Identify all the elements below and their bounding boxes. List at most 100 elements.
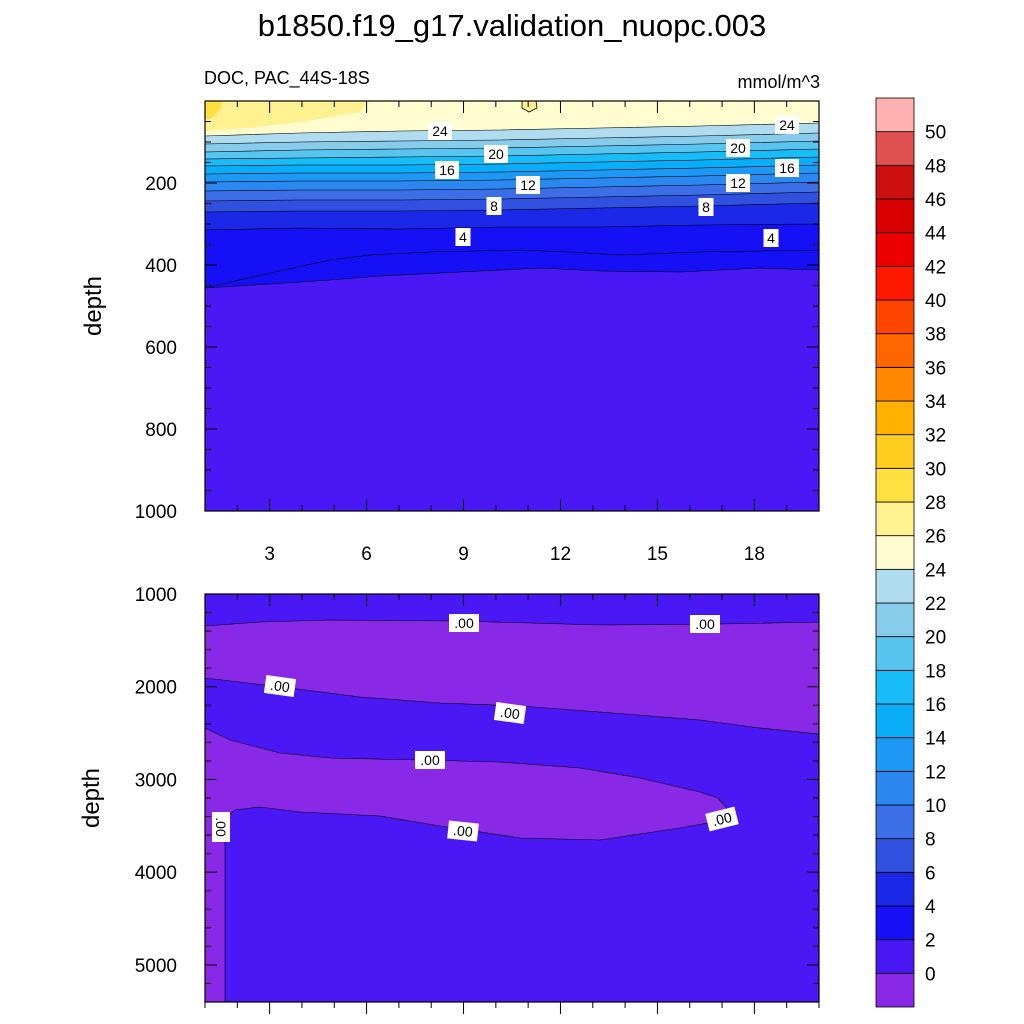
colorbar-label: 30 [925,459,946,480]
upper-core-28 [205,101,370,131]
upper-y-axis-label: depth [80,276,107,336]
colorbar-label: 26 [925,527,946,548]
upper-isoline [204,132,820,145]
lower-y-ticks: 1000 2000 3000 4000 5000 [135,585,819,1003]
contour-label: 16 [439,162,455,178]
contour-label: .00 [213,817,229,837]
x-tick-label: 12 [550,544,571,565]
colorbar-box [875,164,915,200]
colorbar-box [875,299,915,335]
contour-label: .00 [454,615,474,631]
contour-label-group: .00 [415,751,445,769]
lower-band-b [204,727,736,1003]
contour-label-box [455,228,471,246]
contour-label-group: .00 [447,820,479,842]
upper-isoline [204,267,820,289]
colorbar-label: 0 [925,964,936,985]
colorbar-label: 18 [925,661,946,682]
colorbar-label: 8 [925,830,936,851]
contour-label: 8 [702,199,710,215]
colorbar: 0246810121416182022242628303234363840424… [875,97,947,1008]
colorbar-box [875,232,915,267]
contour-label: 24 [779,117,795,133]
y-tick-label: 200 [145,174,177,195]
colorbar-box [875,804,915,840]
x-tick-label: 9 [458,544,469,565]
colorbar-label: 6 [925,863,936,884]
colorbar-label: 2 [925,931,936,952]
contour-label-box [690,615,720,633]
upper-band-4to6 [205,224,819,288]
contour-label-box [263,674,297,698]
colorbar-label: 50 [925,123,946,144]
contour-label: 8 [490,198,498,214]
contour-label: .00 [499,704,521,723]
upper-isoline [204,172,820,183]
colorbar-box [875,871,915,907]
upper-band [205,123,819,144]
upper-band [205,157,819,174]
upper-band [205,165,819,182]
colorbar-box [875,737,915,772]
lower-panel: .00 .00 .00 .00 .00 .00 .00 .00 1000 2000 3000 400… [78,585,820,1014]
contour-label: 12 [730,175,746,191]
contour-label-box [212,812,230,842]
upper-band [205,182,819,201]
colorbar-box [875,636,915,671]
colorbar-label: 24 [925,560,947,581]
upper-band [205,203,819,230]
colorbar-label: 42 [925,257,946,278]
upper-band-0to2 [205,268,819,511]
colorbar-label: 44 [925,224,947,245]
contour-label-box [705,806,739,832]
contour-label-box [486,197,502,215]
colorbar-label: 20 [925,628,946,649]
colorbar-label: 48 [925,156,946,177]
colorbar-label: 40 [925,291,946,312]
contour-label-group: .00 [212,812,230,842]
y-tick-label: 400 [145,256,177,277]
colorbar-box [875,131,915,166]
colorbar-label: 22 [925,594,946,615]
contour-label-box [449,614,479,632]
colorbar-box [875,703,915,739]
colorbar-box [875,939,915,974]
upper-isoline [204,181,820,192]
colorbar-box [875,838,915,873]
x-tick-label: 18 [744,544,765,565]
lower-x-ticks [204,594,820,1014]
colorbar-box [875,400,915,436]
contour-label-box [435,161,459,179]
contour-label: .00 [269,677,291,696]
contour-label: .00 [711,809,734,829]
colorbar-box [875,535,915,570]
colorbar-label: 32 [925,426,946,447]
x-tick-label: 6 [361,544,372,565]
upper-y-ticks: 200 400 600 800 1000 [135,100,819,523]
units-label: mmol/m^3 [738,72,820,92]
colorbar-label: 14 [925,729,947,750]
colorbar-box [875,366,915,402]
upper-panel: 24 24 20 20 16 16 12 12 8 8 4 4 200 400 600 800 1000 3 6… [80,100,820,565]
contour-label-group: .00 [263,674,297,698]
contour-label: 20 [730,140,746,156]
colorbar-label: 38 [925,325,946,346]
upper-isoline [204,223,820,231]
colorbar-label: 28 [925,493,946,514]
contour-label: .00 [452,822,473,840]
upper-x-ticks: 3 6 9 12 15 18 [204,101,820,565]
colorbar-label: 46 [925,190,946,211]
x-tick-label: 15 [647,544,668,565]
contour-label-box [775,116,799,134]
contour-label-group: .00 [449,614,479,632]
y-tick-label: 1000 [135,502,177,523]
contour-label: 24 [432,123,448,139]
colorbar-box [875,602,915,638]
colorbar-label: 10 [925,796,946,817]
upper-contour-labels: 24 24 20 20 16 16 12 12 8 8 4 4 [428,116,799,247]
contour-label: 4 [767,230,775,246]
upper-band [205,133,819,152]
variable-region-label: DOC, PAC_44S-18S [204,68,370,89]
y-tick-label: 1000 [135,585,177,606]
contour-label: 12 [520,177,536,193]
